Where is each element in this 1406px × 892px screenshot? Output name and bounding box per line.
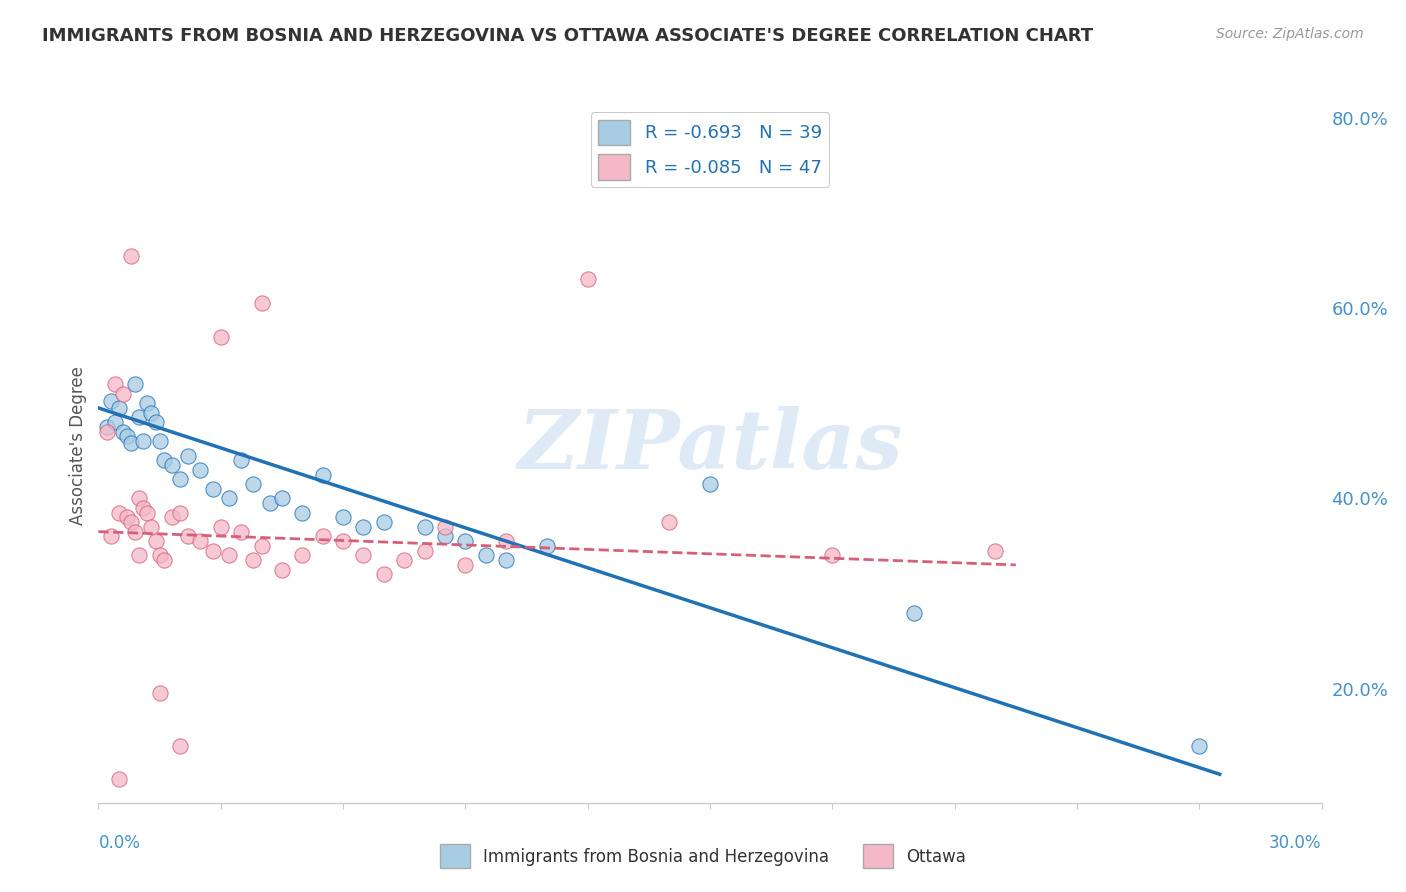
Point xyxy=(352,520,374,534)
Point xyxy=(160,510,183,524)
Point xyxy=(903,606,925,620)
Point xyxy=(291,506,314,520)
Point xyxy=(454,558,477,572)
Legend: R = -0.693   N = 39, R = -0.085   N = 47: R = -0.693 N = 39, R = -0.085 N = 47 xyxy=(591,112,830,187)
Point xyxy=(169,739,191,753)
Point xyxy=(152,553,174,567)
Point xyxy=(145,534,167,549)
Point xyxy=(100,529,122,543)
Point xyxy=(433,520,456,534)
Point xyxy=(104,377,127,392)
Point xyxy=(536,539,558,553)
Point xyxy=(149,549,172,563)
Point xyxy=(1188,739,1211,753)
Point xyxy=(96,420,118,434)
Point xyxy=(242,477,264,491)
Point xyxy=(169,472,191,486)
Point xyxy=(201,543,224,558)
Point xyxy=(373,567,395,582)
Point xyxy=(259,496,281,510)
Point xyxy=(188,534,212,549)
Point xyxy=(108,401,131,415)
Legend: Immigrants from Bosnia and Herzegovina, Ottawa: Immigrants from Bosnia and Herzegovina, … xyxy=(433,838,973,875)
Point xyxy=(177,449,200,463)
Point xyxy=(984,543,1007,558)
Text: ZIPatlas: ZIPatlas xyxy=(517,406,903,486)
Point xyxy=(291,549,314,563)
Point xyxy=(115,429,138,443)
Point xyxy=(495,553,517,567)
Point xyxy=(454,534,477,549)
Point xyxy=(108,772,131,786)
Point xyxy=(169,506,191,520)
Point xyxy=(120,436,142,450)
Point xyxy=(413,520,436,534)
Point xyxy=(433,529,456,543)
Text: IMMIGRANTS FROM BOSNIA AND HERZEGOVINA VS OTTAWA ASSOCIATE'S DEGREE CORRELATION : IMMIGRANTS FROM BOSNIA AND HERZEGOVINA V… xyxy=(42,27,1094,45)
Point xyxy=(312,467,335,482)
Point xyxy=(149,686,172,700)
Point xyxy=(141,406,163,420)
Point xyxy=(576,272,599,286)
Point xyxy=(231,524,253,539)
Point xyxy=(145,415,167,429)
Point xyxy=(413,543,436,558)
Point xyxy=(373,515,395,529)
Point xyxy=(124,377,146,392)
Point xyxy=(495,534,517,549)
Point xyxy=(136,506,159,520)
Point xyxy=(242,553,264,567)
Point xyxy=(128,549,150,563)
Y-axis label: Associate's Degree: Associate's Degree xyxy=(69,367,87,525)
Point xyxy=(111,425,134,439)
Point xyxy=(141,520,163,534)
Point xyxy=(177,529,200,543)
Point xyxy=(108,506,131,520)
Point xyxy=(209,520,232,534)
Point xyxy=(250,539,273,553)
Point xyxy=(100,394,122,409)
Point xyxy=(270,563,294,577)
Point xyxy=(699,477,721,491)
Text: 0.0%: 0.0% xyxy=(98,834,141,852)
Point xyxy=(104,415,127,429)
Point xyxy=(218,549,240,563)
Point xyxy=(209,329,232,343)
Point xyxy=(136,396,159,410)
Point xyxy=(96,425,118,439)
Point xyxy=(231,453,253,467)
Point xyxy=(332,510,354,524)
Point xyxy=(128,491,150,506)
Point xyxy=(218,491,240,506)
Point xyxy=(392,553,416,567)
Point xyxy=(160,458,183,472)
Point xyxy=(120,249,142,263)
Point xyxy=(270,491,294,506)
Text: 30.0%: 30.0% xyxy=(1270,834,1322,852)
Point xyxy=(658,515,681,529)
Point xyxy=(111,386,134,401)
Point xyxy=(332,534,354,549)
Point xyxy=(201,482,224,496)
Point xyxy=(120,515,142,529)
Point xyxy=(128,410,150,425)
Point xyxy=(250,296,273,310)
Point xyxy=(152,453,174,467)
Text: Source: ZipAtlas.com: Source: ZipAtlas.com xyxy=(1216,27,1364,41)
Point xyxy=(132,500,155,515)
Point xyxy=(474,549,498,563)
Point xyxy=(124,524,146,539)
Point xyxy=(821,549,844,563)
Point xyxy=(312,529,335,543)
Point xyxy=(132,434,155,449)
Point xyxy=(188,463,212,477)
Point xyxy=(352,549,374,563)
Point xyxy=(149,434,172,449)
Point xyxy=(115,510,138,524)
